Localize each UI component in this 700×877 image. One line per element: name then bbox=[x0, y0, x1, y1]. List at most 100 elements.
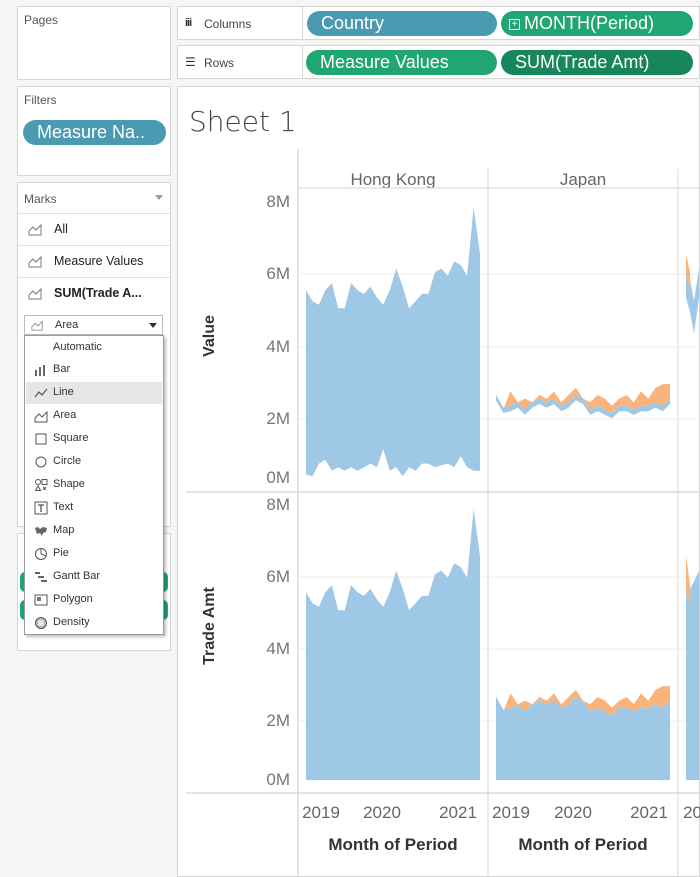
area-chart bbox=[186, 149, 699, 876]
square-icon bbox=[35, 433, 47, 445]
option-automatic[interactable]: Automatic bbox=[26, 337, 162, 359]
option-label: Density bbox=[53, 616, 90, 628]
y-tick-label: 2M bbox=[266, 711, 290, 730]
area-japan-value-blue[interactable] bbox=[496, 395, 670, 419]
area-third-country-value-orange[interactable] bbox=[686, 254, 690, 291]
option-label: Bar bbox=[53, 363, 71, 375]
columns-pill-country[interactable]: Country bbox=[307, 11, 497, 36]
option-label: Map bbox=[53, 524, 75, 536]
y-tick-label: 6M bbox=[266, 567, 290, 586]
y-tick-label: 8M bbox=[266, 495, 290, 514]
area-japan-trade-amt-blue[interactable] bbox=[496, 697, 670, 780]
marks-row-label: Measure Values bbox=[54, 254, 144, 268]
y-tick-label: 8M bbox=[266, 192, 290, 211]
option-label: Shape bbox=[53, 478, 85, 490]
text-icon bbox=[34, 501, 48, 515]
area-hong-kong-value[interactable] bbox=[306, 207, 480, 477]
columns-shelf[interactable]: iii Columns Country + MONTH(Period) bbox=[177, 6, 700, 40]
x-tick-label: 2019 bbox=[683, 803, 700, 822]
sheet-title: Sheet 1 bbox=[189, 105, 297, 138]
marks-row-label: All bbox=[54, 222, 68, 236]
option-label: Square bbox=[53, 432, 89, 444]
gantt-icon bbox=[35, 572, 47, 582]
option-label: Gantt Bar bbox=[53, 570, 101, 582]
filters-card[interactable]: Filters Measure Na.. bbox=[17, 86, 171, 176]
option-bar[interactable]: Bar bbox=[26, 359, 162, 381]
rows-label: Rows bbox=[204, 56, 235, 70]
shape-icon bbox=[34, 479, 48, 491]
marks-row-measure-values[interactable]: Measure Values bbox=[18, 245, 170, 277]
y-tick-label: 4M bbox=[266, 337, 290, 356]
columns-icon: iii bbox=[185, 17, 192, 29]
area-hong-kong-trade-amt[interactable] bbox=[306, 509, 480, 780]
area-icon bbox=[28, 255, 42, 268]
option-square[interactable]: Square bbox=[26, 428, 162, 450]
area-icon bbox=[34, 410, 48, 423]
option-shape[interactable]: Shape bbox=[26, 474, 162, 496]
rows-pill-sum-trade-amt[interactable]: SUM(Trade Amt) bbox=[501, 50, 693, 75]
option-label: Circle bbox=[53, 455, 82, 467]
option-circle[interactable]: Circle bbox=[26, 451, 162, 473]
y-tick-label: 6M bbox=[266, 264, 290, 283]
option-density[interactable]: Density bbox=[26, 612, 162, 634]
area-icon bbox=[28, 223, 42, 236]
option-label: Pie bbox=[53, 547, 69, 559]
mark-type-dropdown[interactable]: Automatic Bar Line Area Square Circle Sh… bbox=[24, 335, 164, 635]
option-pie[interactable]: Pie bbox=[26, 543, 162, 565]
marks-row-sum-trade-amt[interactable]: SUM(Trade A... bbox=[18, 277, 170, 309]
rows-pill-measure-values[interactable]: Measure Values bbox=[306, 50, 497, 75]
option-gantt-bar[interactable]: Gantt Bar bbox=[26, 566, 162, 588]
dropdown-arrow-icon[interactable] bbox=[149, 323, 157, 328]
x-tick-label: 2019 bbox=[302, 803, 340, 822]
area-third-country-trade-amt[interactable] bbox=[686, 556, 699, 780]
option-text[interactable]: Text bbox=[26, 497, 162, 519]
option-map[interactable]: Map bbox=[26, 520, 162, 542]
y-tick-label: 0M bbox=[266, 770, 290, 789]
shelf-divider bbox=[302, 7, 303, 39]
area-japan-trade-amt-orange[interactable] bbox=[496, 686, 670, 715]
x-tick-label: 2021 bbox=[630, 803, 668, 822]
mark-type-select[interactable]: Area bbox=[24, 315, 163, 335]
marks-row-all[interactable]: All bbox=[18, 213, 170, 245]
area-icon bbox=[31, 320, 43, 331]
facet-header-hong-kong: Hong Kong bbox=[350, 170, 436, 189]
pill-label: MONTH(Period) bbox=[524, 13, 655, 33]
y-tick-label: 4M bbox=[266, 639, 290, 658]
y-tick-label: 0M bbox=[266, 468, 290, 487]
area-icon bbox=[28, 287, 42, 300]
rows-icon: ☰ bbox=[185, 55, 196, 69]
sheet-view[interactable]: Sheet 1 Hong Kong Japan Value Trade Amt … bbox=[177, 86, 700, 877]
option-label: Area bbox=[53, 409, 77, 421]
area-third-country-value[interactable] bbox=[686, 254, 699, 334]
x-tick-label: 2020 bbox=[363, 803, 401, 822]
shelf-divider bbox=[302, 46, 303, 78]
x-tick-label: 2021 bbox=[439, 803, 477, 822]
x-tick-label: 2019 bbox=[492, 803, 530, 822]
option-area[interactable]: Area bbox=[26, 405, 162, 427]
option-label: Automatic bbox=[53, 341, 102, 353]
expand-icon[interactable]: + bbox=[509, 19, 520, 30]
option-label: Text bbox=[53, 501, 74, 513]
pie-icon bbox=[35, 548, 47, 560]
facet-header-japan: Japan bbox=[559, 170, 607, 189]
area-third-country-trade-amt-orange[interactable] bbox=[686, 556, 690, 607]
option-polygon[interactable]: Polygon bbox=[26, 589, 162, 611]
line-icon bbox=[34, 388, 48, 398]
columns-pill-month-period[interactable]: + MONTH(Period) bbox=[501, 11, 693, 36]
option-label: Line bbox=[53, 386, 74, 398]
option-line[interactable]: Line bbox=[26, 382, 162, 404]
area-japan-value-orange[interactable] bbox=[496, 384, 670, 413]
filters-title: Filters bbox=[24, 93, 57, 107]
map-icon bbox=[35, 527, 47, 536]
bar-icon bbox=[35, 365, 45, 376]
columns-label: Columns bbox=[204, 17, 252, 31]
rows-shelf[interactable]: ☰ Rows Measure Values SUM(Trade Amt) bbox=[177, 45, 700, 79]
filter-pill-measure-names[interactable]: Measure Na.. bbox=[23, 120, 166, 145]
chevron-down-icon[interactable] bbox=[155, 195, 163, 200]
pages-card[interactable]: Pages bbox=[17, 6, 171, 80]
mark-type-value: Area bbox=[55, 319, 79, 331]
x-axis-title-japan: Month of Period bbox=[518, 835, 648, 854]
density-icon bbox=[35, 617, 47, 629]
x-tick-label: 2020 bbox=[554, 803, 592, 822]
marks-title: Marks bbox=[24, 192, 57, 206]
